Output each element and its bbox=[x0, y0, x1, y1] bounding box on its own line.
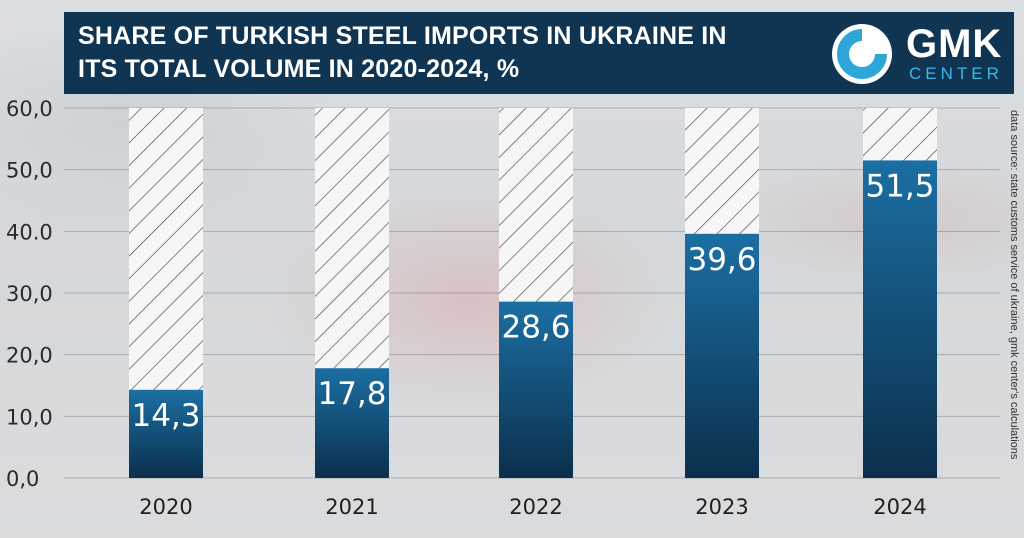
x-tick-label: 2022 bbox=[509, 495, 562, 519]
gmk-ring-logo-icon bbox=[832, 24, 892, 84]
bar bbox=[863, 160, 937, 478]
bar bbox=[499, 301, 573, 478]
x-axis-labels: 2020 2021 2022 2023 2024 bbox=[139, 495, 926, 519]
y-tick-label: 50,0 bbox=[6, 159, 53, 183]
y-tick-label: 60,0 bbox=[6, 97, 53, 121]
chart-header: SHARE OF TURKISH STEEL IMPORTS IN UKRAIN… bbox=[64, 12, 1014, 94]
chart-title: SHARE OF TURKISH STEEL IMPORTS IN UKRAIN… bbox=[78, 22, 727, 83]
bar bbox=[685, 233, 759, 478]
data-source-note: data source: state customs service of uk… bbox=[1008, 110, 1020, 460]
bar-value-label: 14,3 bbox=[131, 398, 200, 434]
x-tick-label: 2024 bbox=[873, 495, 926, 519]
bar-value-label: 28,6 bbox=[501, 310, 570, 346]
x-tick-label: 2023 bbox=[695, 495, 748, 519]
bar-value-label: 39,6 bbox=[687, 242, 756, 278]
bar bbox=[315, 368, 389, 478]
data-bars: 14,3 17,8 28,6 39,6 51,5 bbox=[129, 160, 937, 478]
bar bbox=[129, 389, 203, 478]
gmk-center-logo: GMK CENTER bbox=[830, 22, 1014, 86]
y-tick-label: 10,0 bbox=[6, 405, 53, 429]
bar-value-label: 51,5 bbox=[865, 168, 934, 204]
x-tick-label: 2021 bbox=[325, 495, 378, 519]
x-tick-label: 2020 bbox=[139, 495, 192, 519]
logo-subtitle: CENTER bbox=[909, 64, 1003, 83]
y-tick-label: 40.0 bbox=[6, 220, 53, 244]
y-tick-label: 0,0 bbox=[6, 467, 39, 491]
y-axis-ticks: 0,0 10,0 20,0 30,0 40.0 50,0 60,0 bbox=[6, 97, 53, 491]
y-tick-label: 30,0 bbox=[6, 282, 53, 306]
logo-wordmark: GMK bbox=[906, 22, 1003, 66]
y-tick-label: 20,0 bbox=[6, 344, 53, 368]
bar-value-label: 17,8 bbox=[317, 376, 386, 412]
